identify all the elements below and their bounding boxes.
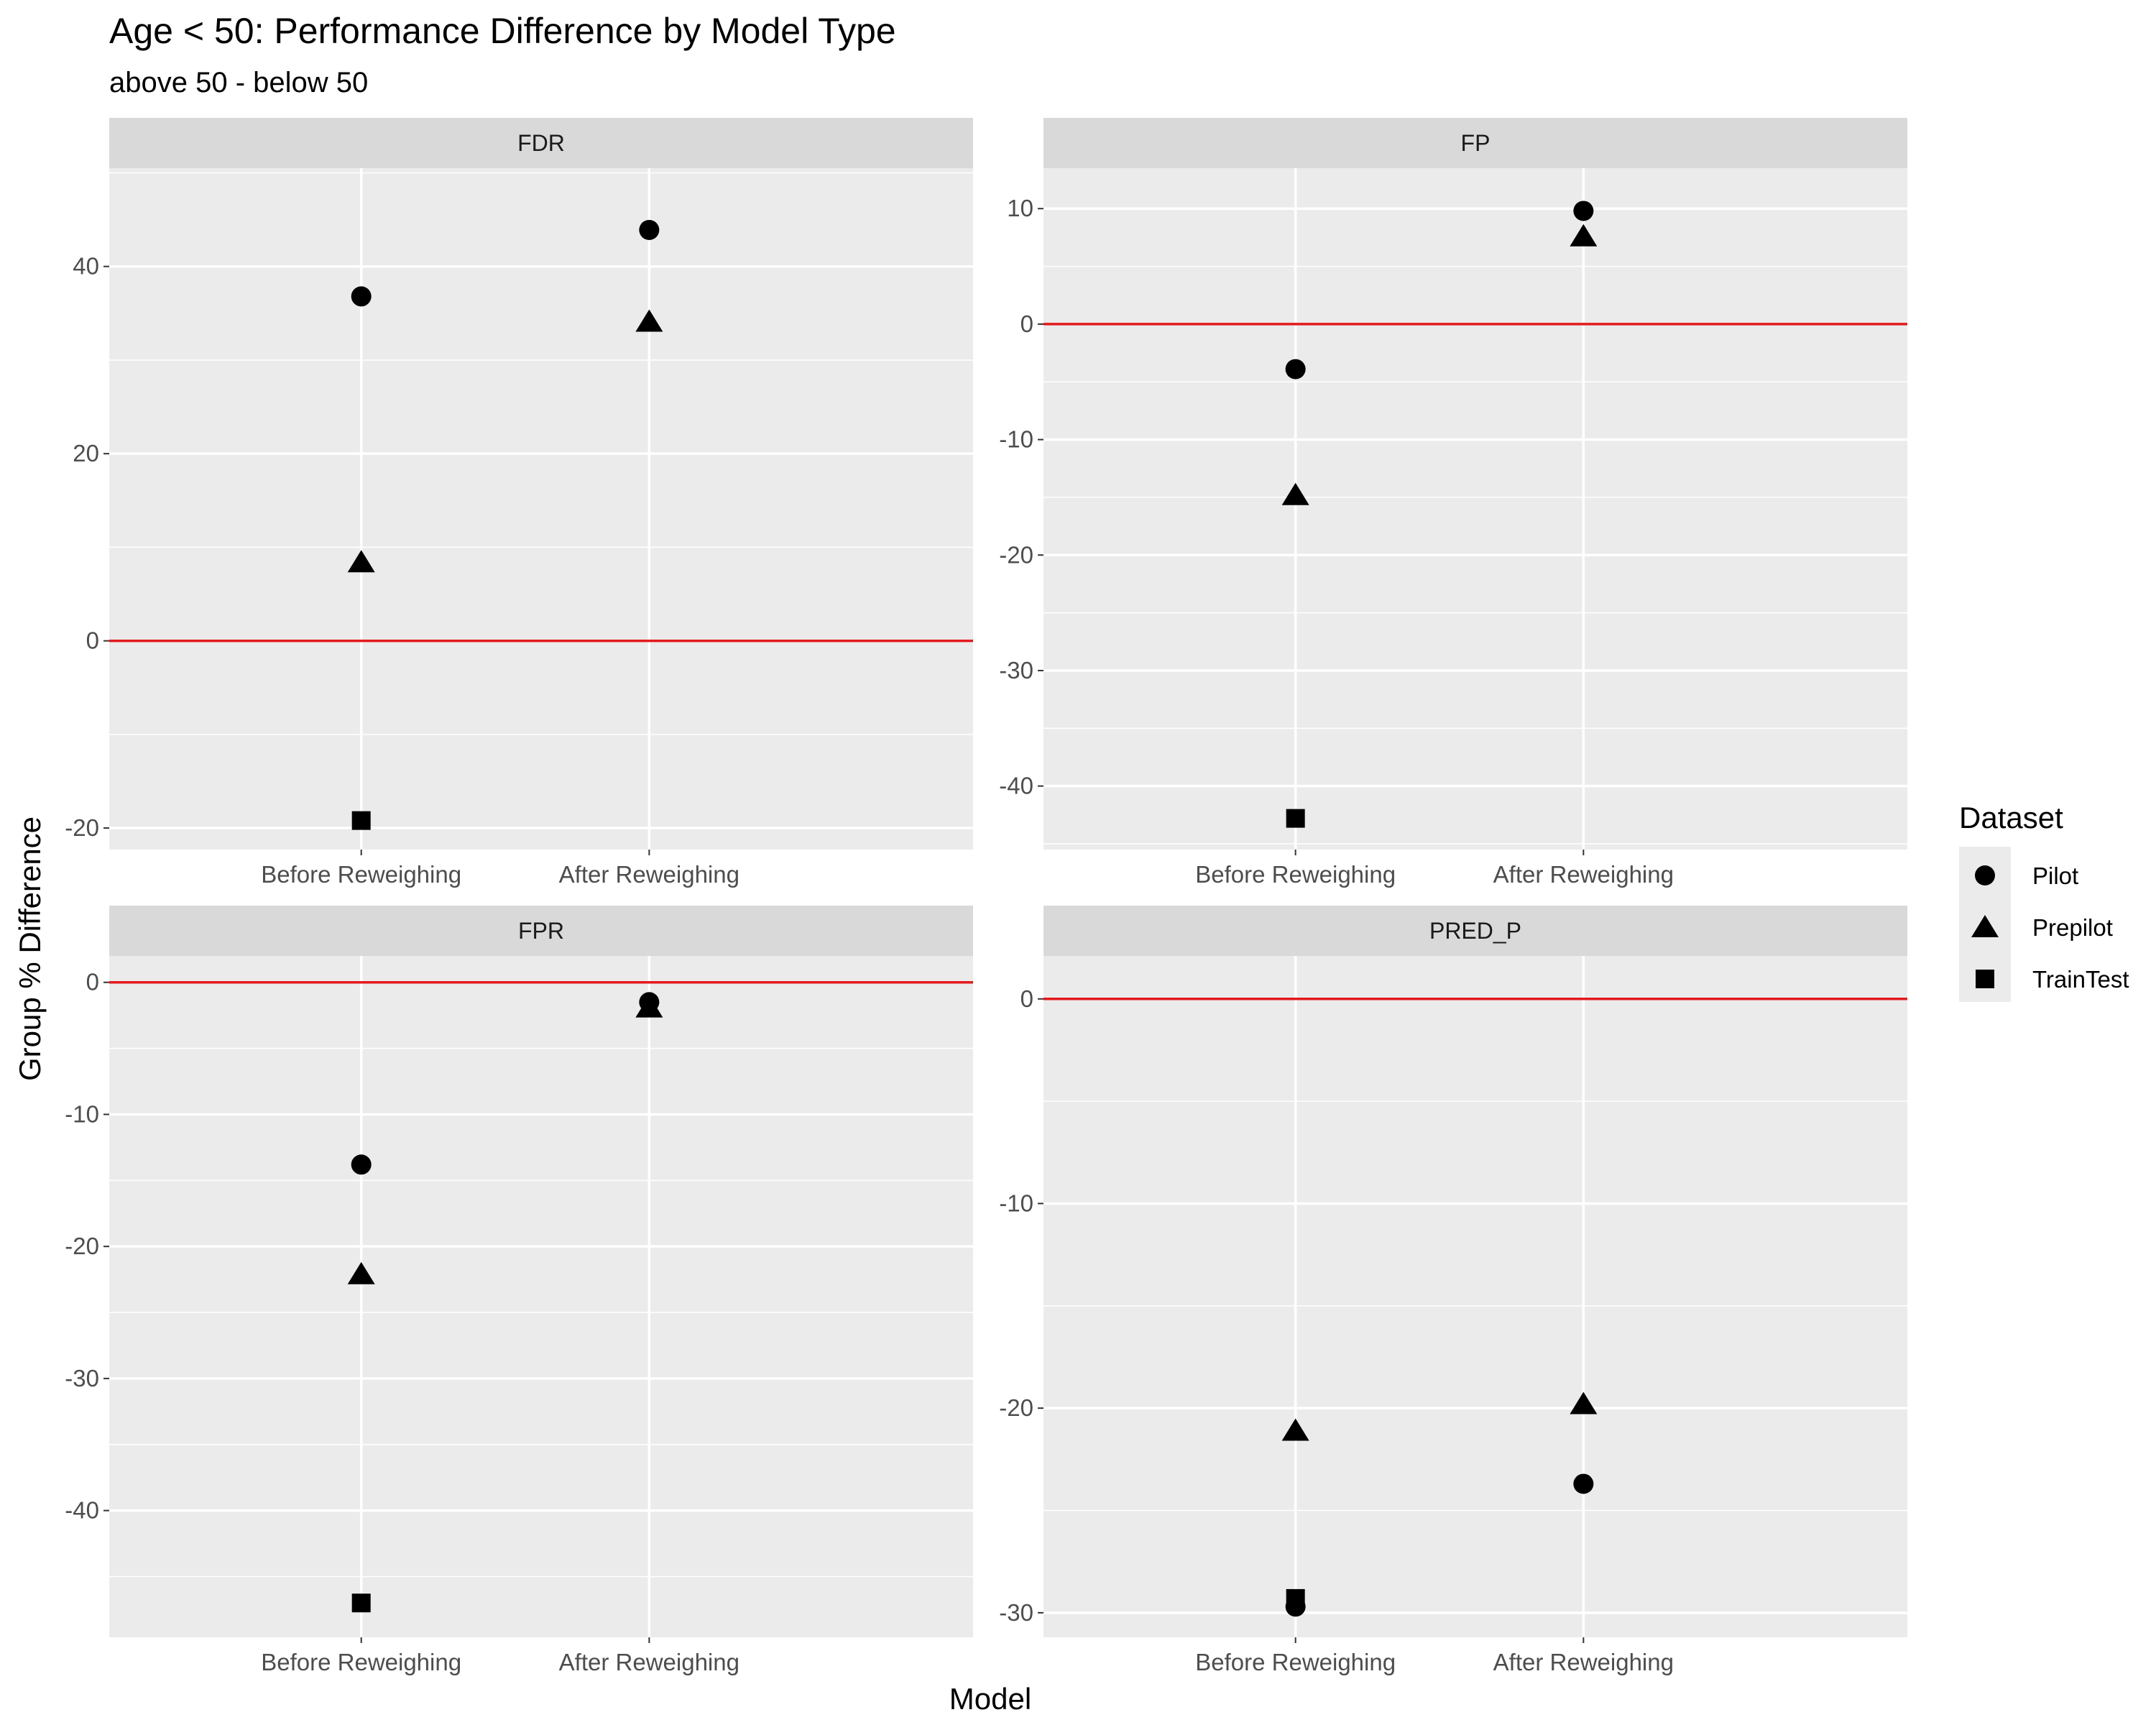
- x-tick-label: After Reweighing: [559, 861, 740, 888]
- point-prepilot: [1570, 224, 1598, 247]
- y-tick-label: 10: [1007, 195, 1033, 221]
- y-tick-label: -30: [65, 1365, 99, 1392]
- x-tick-label: Before Reweighing: [1195, 1649, 1396, 1675]
- x-tick-label: Before Reweighing: [261, 1649, 461, 1675]
- panel-fp: FP -40 -30 -20 -10 0 10 Before Reweighing After …: [999, 118, 1907, 888]
- y-tick-label: -10: [999, 426, 1033, 453]
- legend: Dataset Pilot Prepilot TrainTest: [1959, 801, 2129, 1002]
- chart-subtitle: above 50 - below 50: [109, 67, 368, 98]
- x-tick-label: After Reweighing: [1493, 861, 1674, 888]
- x-tick-label: Before Reweighing: [261, 861, 461, 888]
- chart-title: Age < 50: Performance Difference by Mode…: [109, 11, 896, 51]
- y-tick-label: 20: [73, 440, 99, 466]
- y-tick-label: -10: [999, 1190, 1033, 1216]
- y-tick-label: -40: [65, 1497, 99, 1524]
- point-prepilot: [347, 550, 375, 573]
- facet-panels: FDR -20 0 20 40 Before Reweighing After Reweig…: [65, 118, 1907, 1675]
- panel-background: [109, 956, 973, 1637]
- y-tick-label: -20: [999, 1394, 1033, 1421]
- legend-keys: [1971, 865, 1999, 988]
- facet-strip: [1044, 906, 1907, 956]
- point-pilot: [1573, 201, 1594, 221]
- y-tick-label: -30: [999, 657, 1033, 684]
- legend-key-pilot: [1975, 865, 1995, 886]
- y-tick-label: -30: [999, 1599, 1033, 1626]
- legend-title: Dataset: [1959, 801, 2063, 834]
- point-pilot: [1285, 359, 1306, 380]
- point-traintest: [351, 811, 371, 830]
- x-tick-label: After Reweighing: [559, 1649, 740, 1675]
- legend-key-traintest: [1976, 970, 1994, 988]
- y-tick-label: -20: [65, 814, 99, 841]
- point-pilot: [639, 219, 660, 240]
- y-tick-label: 0: [1021, 310, 1033, 337]
- x-tick-label: After Reweighing: [1493, 1649, 1674, 1675]
- facet-strip: [1044, 118, 1907, 168]
- point-prepilot: [1570, 1392, 1598, 1414]
- y-tick-label: -20: [999, 541, 1033, 568]
- y-tick-label: 0: [1021, 985, 1033, 1012]
- facet-label: FP: [1461, 130, 1491, 156]
- facet-label: FPR: [518, 918, 564, 944]
- y-tick-label: 0: [86, 969, 99, 995]
- legend-label-prepilot: Prepilot: [2032, 914, 2113, 941]
- y-tick-label: -10: [65, 1100, 99, 1127]
- point-traintest: [1286, 809, 1305, 828]
- point-traintest: [351, 1593, 371, 1613]
- point-prepilot: [347, 1261, 375, 1284]
- panel-fpr: FPR -40 -30 -20 -10 0 Before Reweighing After R…: [65, 906, 973, 1675]
- y-axis-title: Group % Difference: [13, 816, 47, 1081]
- facet-strip: [109, 906, 973, 956]
- facet-label: FDR: [517, 130, 565, 156]
- point-pilot: [351, 286, 372, 307]
- x-axis-title: Model: [949, 1682, 1031, 1716]
- legend-label-traintest: TrainTest: [2032, 966, 2129, 993]
- point-pilot: [1573, 1473, 1594, 1494]
- point-traintest: [1286, 1588, 1305, 1608]
- point-prepilot: [635, 995, 663, 1018]
- panel-pred-p: PRED_P -30 -20 -10 0 Before Reweighing After R…: [999, 906, 1907, 1675]
- facet-strip: [109, 118, 973, 168]
- legend-key-prepilot: [1971, 915, 1999, 937]
- y-tick-label: -40: [999, 773, 1033, 799]
- point-prepilot: [635, 309, 663, 332]
- point-pilot: [351, 1154, 372, 1175]
- y-tick-label: -20: [65, 1233, 99, 1259]
- point-prepilot: [1281, 1418, 1309, 1441]
- y-tick-label: 40: [73, 253, 99, 280]
- legend-label-pilot: Pilot: [2032, 862, 2078, 889]
- panel-background: [1044, 956, 1907, 1637]
- panel-fdr: FDR -20 0 20 40 Before Reweighing After Reweig…: [65, 118, 973, 888]
- point-prepilot: [1281, 482, 1309, 505]
- y-tick-label: 0: [86, 627, 99, 654]
- x-tick-label: Before Reweighing: [1195, 861, 1396, 888]
- panel-background: [1044, 168, 1907, 850]
- facet-label: PRED_P: [1429, 918, 1521, 944]
- panel-background: [109, 168, 973, 850]
